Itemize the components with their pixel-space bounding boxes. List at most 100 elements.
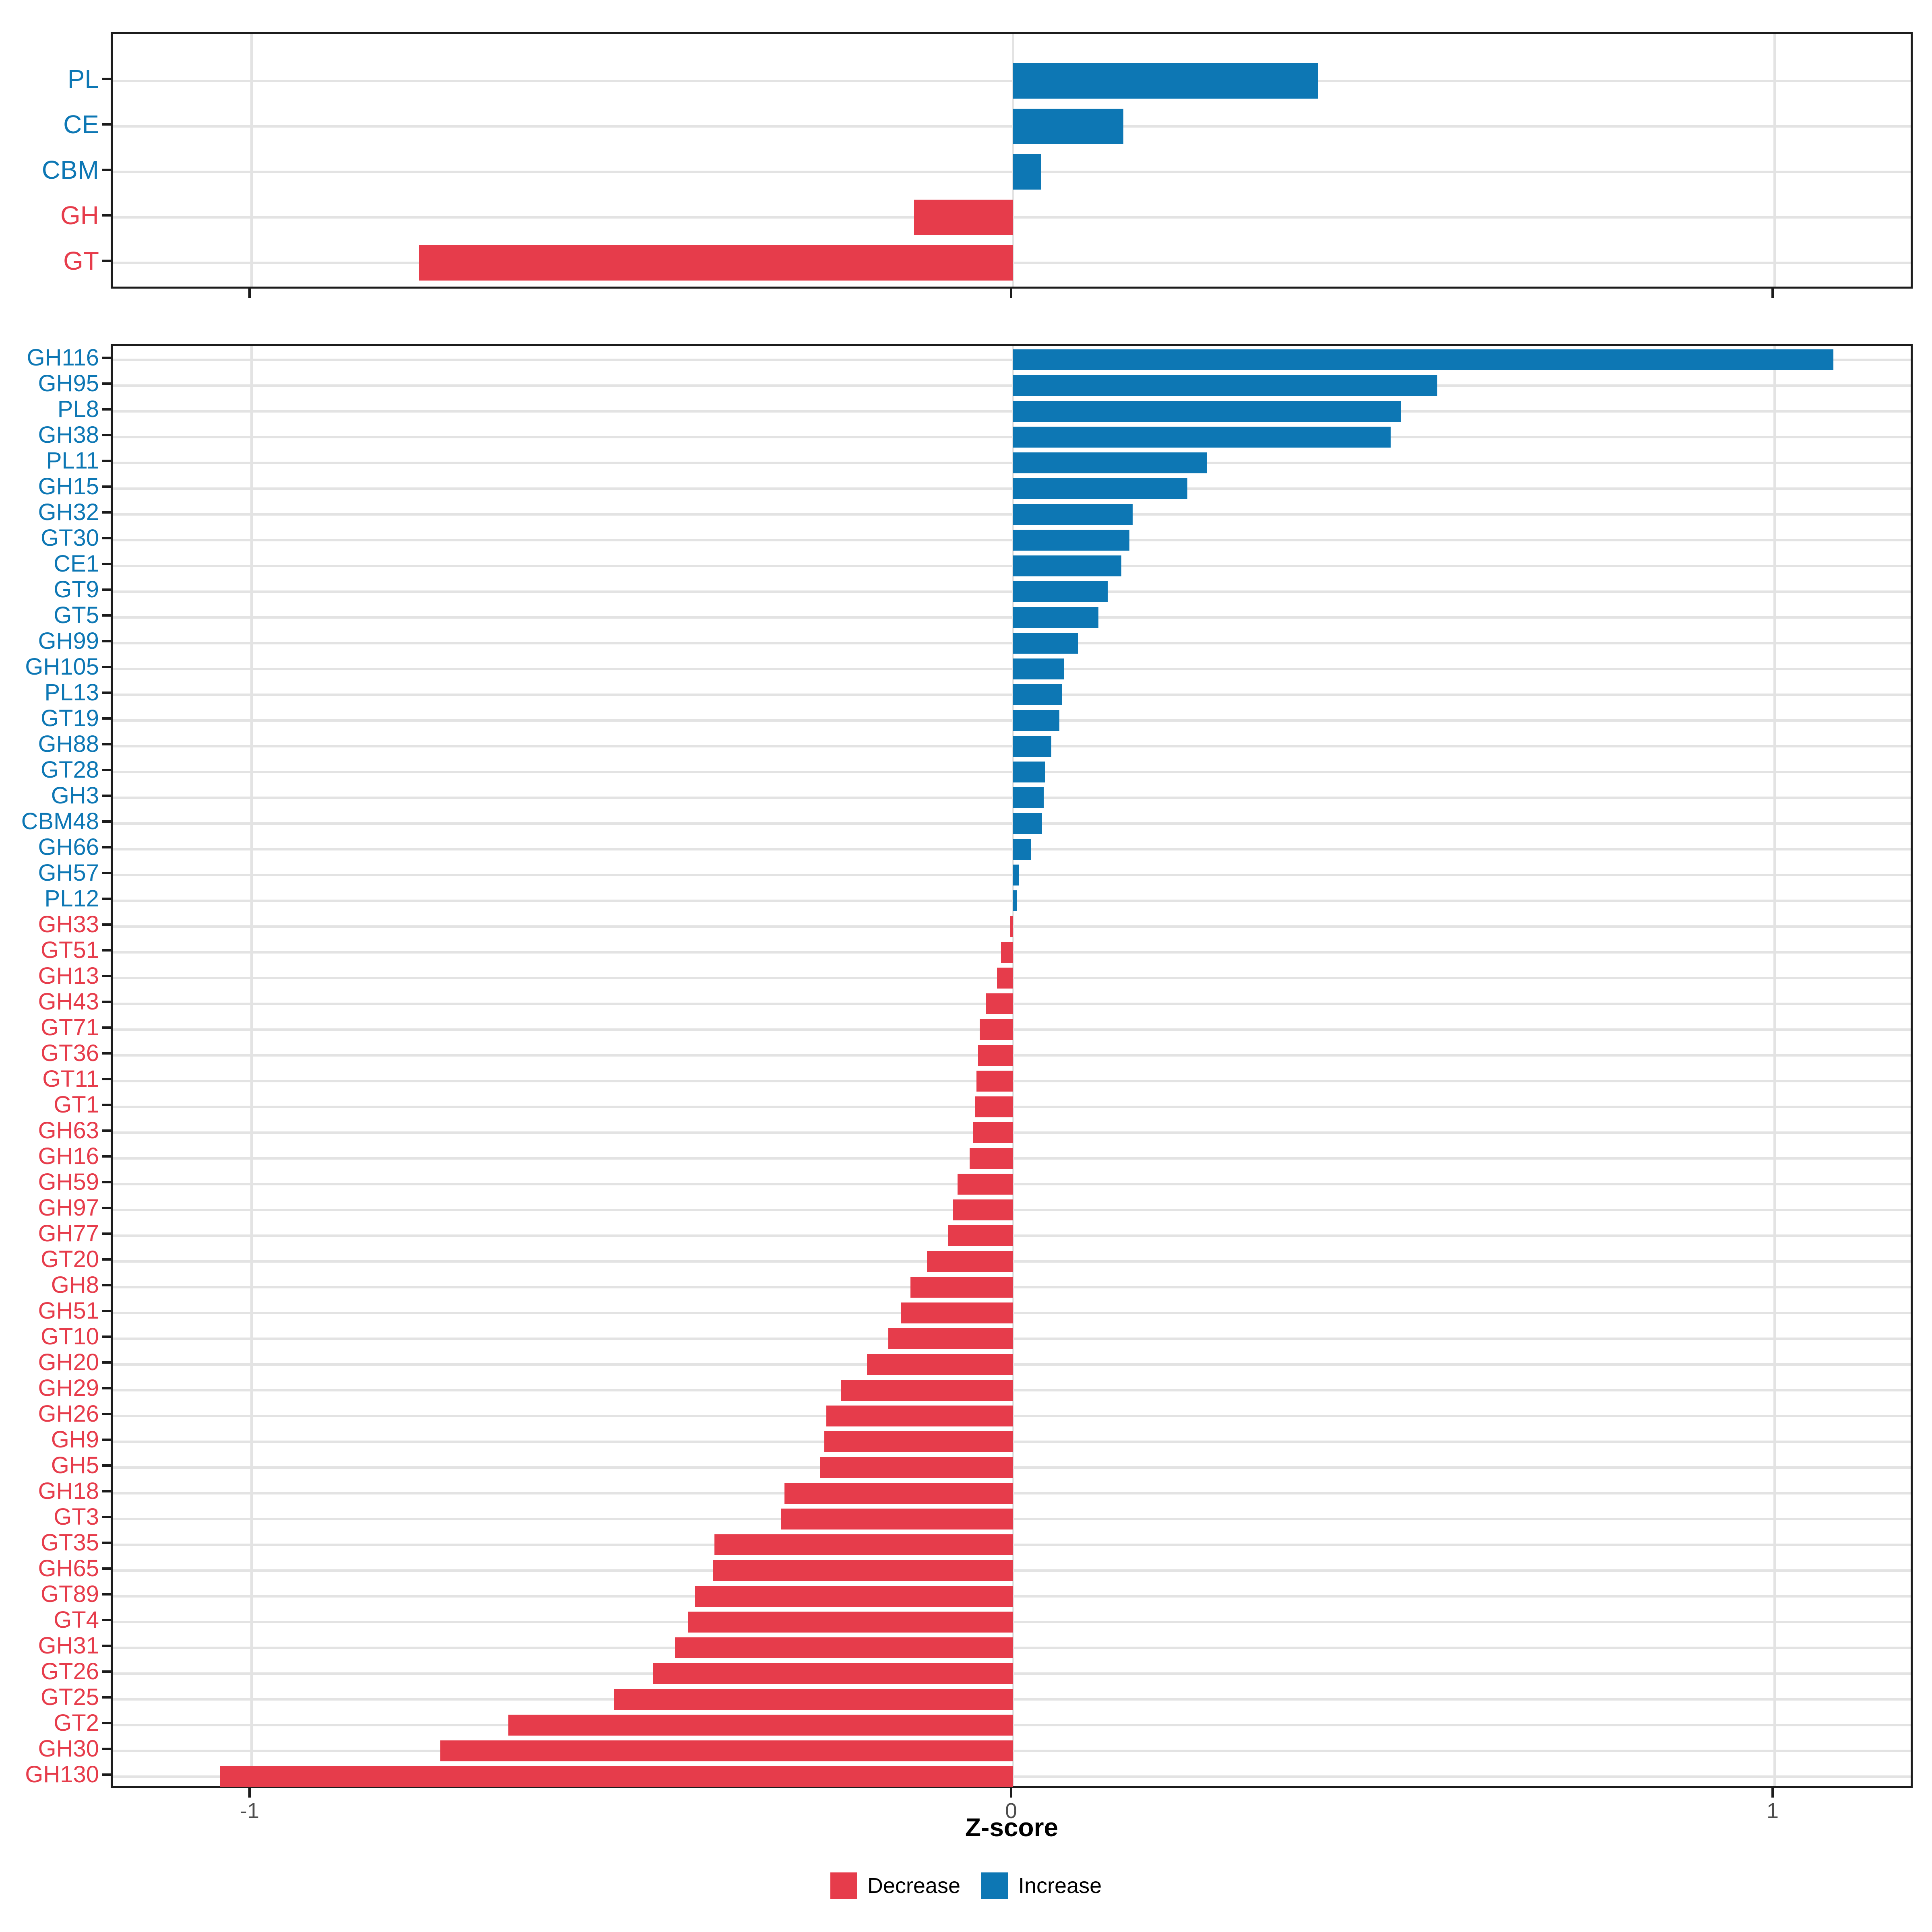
y-tick-mark: [102, 1696, 111, 1699]
bar-GT10: [888, 1328, 1013, 1349]
y-tick-mark: [102, 1516, 111, 1518]
y-axis-label-GH51: GH51: [38, 1298, 99, 1324]
y-tick-mark: [102, 691, 111, 694]
x-gridline: [250, 346, 253, 1786]
y-gridline: [113, 848, 1911, 850]
y-tick-mark: [102, 1207, 111, 1209]
y-tick-mark: [102, 1361, 111, 1364]
bar-GH38: [1013, 427, 1391, 448]
y-axis-label-GH5: GH5: [51, 1452, 99, 1478]
y-axis-label-GT11: GT11: [42, 1066, 99, 1092]
bar-GH31: [675, 1637, 1013, 1658]
bar-GT3: [780, 1509, 1013, 1530]
bar-GT2: [508, 1715, 1013, 1736]
y-axis-label-GH130: GH130: [25, 1761, 99, 1788]
y-tick-mark: [102, 1593, 111, 1596]
y-axis-label-GT30: GT30: [40, 525, 99, 551]
bar-GT20: [927, 1251, 1013, 1272]
bar-GT4: [688, 1612, 1013, 1633]
x-tick-mark: [1771, 1788, 1774, 1798]
legend-label-decrease: Decrease: [867, 1874, 960, 1898]
y-axis-label-CE: CE: [63, 110, 99, 139]
decrease-swatch-icon: [830, 1872, 857, 1899]
y-tick-mark: [102, 169, 111, 171]
y-gridline: [113, 462, 1911, 464]
y-axis-label-GH38: GH38: [38, 422, 99, 448]
y-axis-label-GT1: GT1: [54, 1092, 99, 1118]
y-tick-mark: [102, 1748, 111, 1750]
y-tick-mark: [102, 1619, 111, 1621]
y-axis-label-GH105: GH105: [25, 654, 99, 680]
y-gridline: [113, 642, 1911, 644]
y-tick-mark: [102, 563, 111, 565]
x-tick-mark: [248, 1788, 251, 1798]
y-tick-mark: [102, 975, 111, 977]
y-axis-label-GH57: GH57: [38, 860, 99, 886]
y-gridline: [113, 487, 1911, 490]
y-gridline: [113, 539, 1911, 541]
y-axis-label-GT26: GT26: [40, 1658, 99, 1684]
y-axis-label-GH33: GH33: [38, 911, 99, 937]
y-axis-label-GH32: GH32: [38, 499, 99, 525]
x-tick-label: 1: [1766, 1799, 1779, 1823]
bar-GH3: [1013, 787, 1044, 808]
y-tick-mark: [102, 382, 111, 385]
y-gridline: [113, 436, 1911, 438]
y-tick-mark: [102, 1129, 111, 1132]
y-tick-mark: [102, 846, 111, 848]
bar-GH20: [867, 1354, 1013, 1375]
y-axis-label-GH29: GH29: [38, 1375, 99, 1401]
bar-GH59: [957, 1174, 1013, 1195]
bar-GH32: [1013, 504, 1133, 525]
y-tick-mark: [102, 820, 111, 823]
bar-GH5: [820, 1457, 1013, 1478]
bar-CBM: [1013, 154, 1041, 190]
bar-GT89: [695, 1586, 1013, 1607]
y-gridline: [113, 410, 1911, 413]
y-axis-label-GH97: GH97: [38, 1195, 99, 1221]
bar-GT5: [1013, 607, 1098, 628]
y-axis-label-GH20: GH20: [38, 1349, 99, 1375]
y-tick-mark: [102, 898, 111, 900]
x-gridline: [250, 34, 253, 287]
y-axis-label-GH66: GH66: [38, 834, 99, 860]
y-axis-label-GH63: GH63: [38, 1117, 99, 1144]
bar-GH88: [1013, 736, 1051, 757]
y-axis-label-GH30: GH30: [38, 1736, 99, 1762]
bar-GH130: [220, 1766, 1013, 1787]
y-tick-mark: [102, 1335, 111, 1338]
y-tick-mark: [102, 511, 111, 514]
y-tick-mark: [102, 1413, 111, 1415]
bar-GT36: [978, 1045, 1013, 1066]
bar-GH99: [1013, 633, 1078, 654]
y-axis-label-GH16: GH16: [38, 1143, 99, 1169]
y-axis-label-GT89: GT89: [40, 1581, 99, 1607]
y-tick-mark: [102, 949, 111, 952]
x-tick-mark: [1010, 1788, 1012, 1798]
y-axis-label-GT9: GT9: [54, 576, 99, 603]
y-axis-label-GH65: GH65: [38, 1555, 99, 1581]
bar-GT11: [976, 1071, 1013, 1092]
bar-GT19: [1013, 710, 1060, 731]
bar-GH26: [826, 1406, 1013, 1426]
category-panel: [111, 32, 1913, 289]
legend-item-decrease: Decrease: [830, 1872, 960, 1899]
legend-label-increase: Increase: [1018, 1874, 1102, 1898]
y-tick-mark: [102, 1490, 111, 1492]
x-axis-title: Z-score: [965, 1813, 1059, 1842]
bar-GH33: [1010, 916, 1013, 937]
y-tick-mark: [102, 1001, 111, 1003]
y-axis-label-GH18: GH18: [38, 1478, 99, 1504]
bar-PL12: [1013, 890, 1017, 911]
y-gridline: [113, 900, 1911, 902]
bar-PL: [1013, 63, 1318, 99]
y-gridline: [113, 565, 1911, 567]
x-tick-mark: [1771, 289, 1774, 298]
y-gridline: [113, 80, 1911, 82]
y-axis-label-GH95: GH95: [38, 370, 99, 396]
y-gridline: [113, 513, 1911, 516]
y-tick-mark: [102, 872, 111, 874]
y-axis-label-GT20: GT20: [40, 1246, 99, 1272]
y-gridline: [113, 125, 1911, 128]
